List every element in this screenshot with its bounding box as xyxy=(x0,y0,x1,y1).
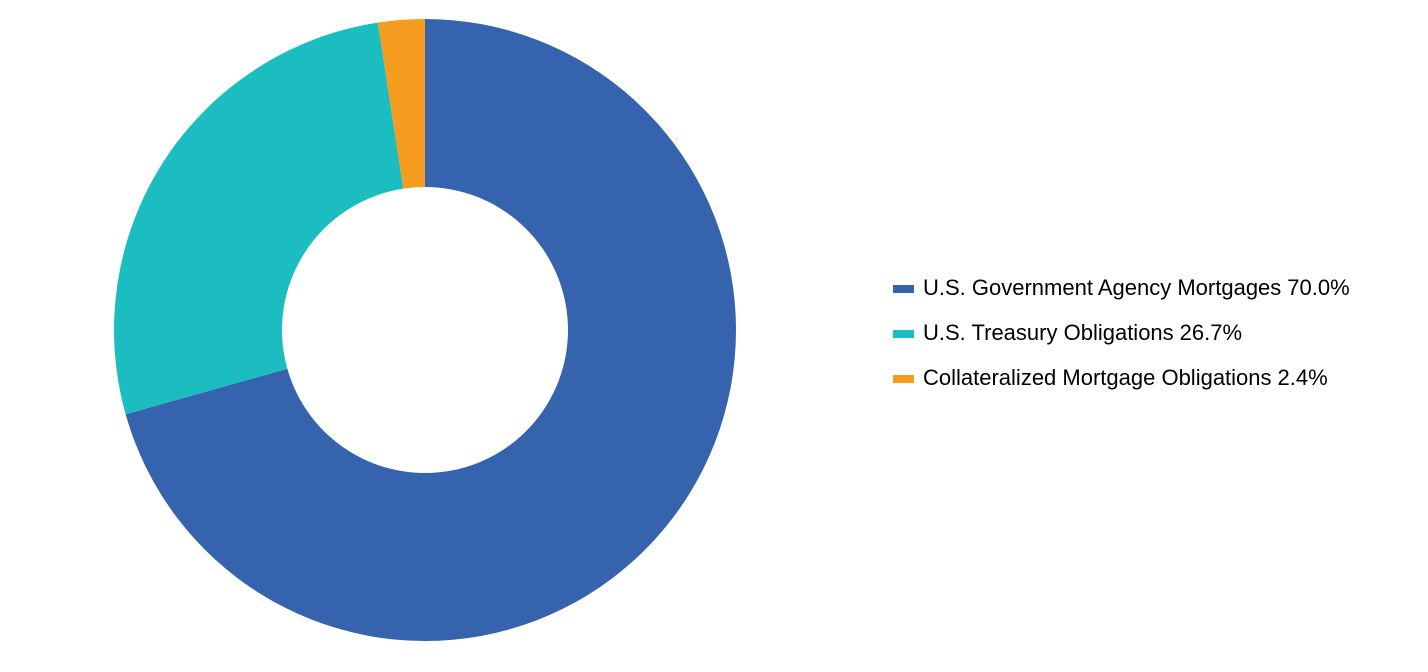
donut-slice xyxy=(377,19,425,189)
donut-slice xyxy=(125,19,736,641)
legend-value: 70.0% xyxy=(1287,275,1349,300)
legend-swatch xyxy=(893,330,914,338)
legend-value: 2.4% xyxy=(1278,365,1328,390)
legend-swatch xyxy=(893,375,914,383)
legend-label: U.S. Treasury Obligations 26.7% xyxy=(923,320,1242,345)
legend-value: 26.7% xyxy=(1180,320,1242,345)
legend-swatch xyxy=(893,285,914,293)
legend-label: Collateralized Mortgage Obligations 2.4% xyxy=(923,365,1328,390)
donut-slice xyxy=(114,22,404,415)
legend-label: U.S. Government Agency Mortgages 70.0% xyxy=(923,275,1350,300)
legend-category: U.S. Government Agency Mortgages xyxy=(923,275,1281,300)
legend-category: Collateralized Mortgage Obligations xyxy=(923,365,1272,390)
legend-category: U.S. Treasury Obligations xyxy=(923,320,1174,345)
